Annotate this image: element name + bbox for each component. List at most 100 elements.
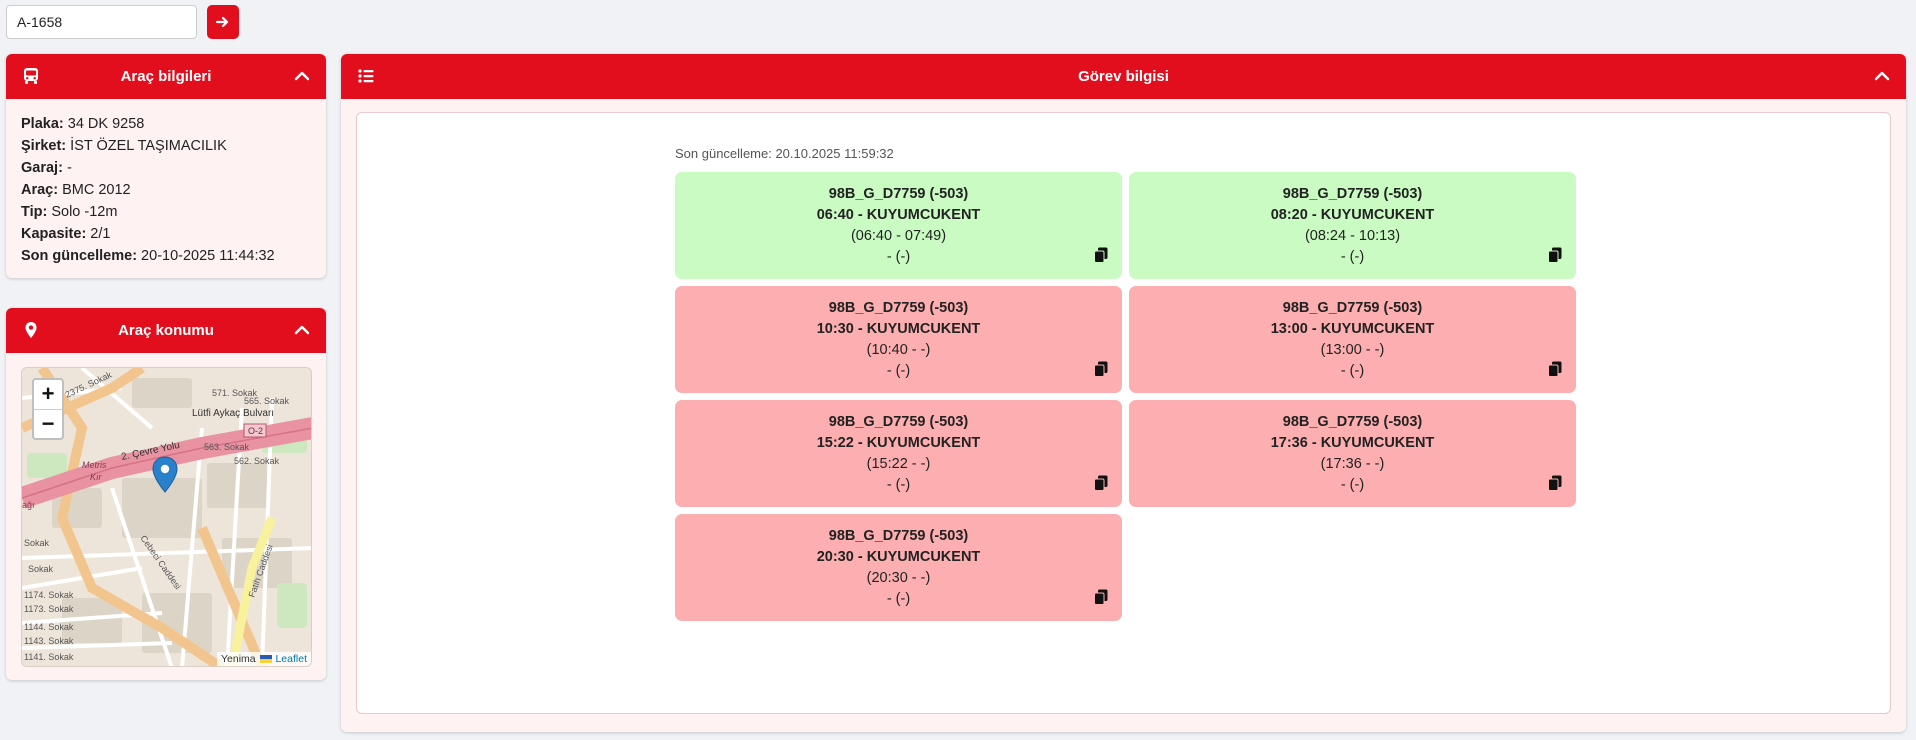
trip-extra: - (-) [886,477,911,493]
go-button[interactable] [207,5,239,39]
trip-card[interactable]: 98B_G_D7759 (-503) 20:30 - KUYUMCUKENT (… [675,514,1122,621]
copy-icon[interactable] [1094,589,1108,605]
map-label: Lütfi Aykaç Bulvarı [192,408,274,419]
arrow-right-icon [216,16,229,28]
info-label: Plaka: [21,116,64,132]
info-value: 2/1 [86,226,111,242]
map-label: 1144. Sokak [24,622,74,632]
vehicle-location-header[interactable]: Araç konumu [6,308,326,353]
trip-time: 15:22 - KUYUMCUKENT [816,435,981,451]
chevron-up-icon[interactable] [294,68,310,84]
map-label: Kır [90,472,103,482]
task-panel: Son güncelleme: 20.10.2025 11:59:32 98B_… [356,112,1891,714]
vehicle-info-header[interactable]: Araç bilgileri [6,54,326,99]
trip-grid: 98B_G_D7759 (-503) 06:40 - KUYUMCUKENT (… [675,172,1581,621]
info-row-garage: Garaj: - [21,157,311,179]
map-label: 565. Sokak [244,396,290,406]
trip-actual: (15:22 - -) [866,456,931,472]
copy-icon[interactable] [1094,361,1108,377]
flag-icon [259,655,272,664]
trip-route: 98B_G_D7759 (-503) [1282,300,1423,316]
attribution-text: Yenima [220,653,256,665]
map-label: 1174. Sokak [24,590,74,600]
info-row-capacity: Kapasite: 2/1 [21,223,311,245]
map-label: 1141. Sokak [24,652,74,662]
copy-icon[interactable] [1548,475,1562,491]
zoom-in-button[interactable]: + [41,381,55,406]
info-label: Son güncelleme: [21,248,138,264]
map-label: Sokak [24,538,50,548]
info-label: Araç: [21,182,59,198]
task-info-header[interactable]: Görev bilgisi [341,54,1906,99]
info-row-vehicle: Araç: BMC 2012 [21,179,311,201]
copy-icon[interactable] [1548,247,1562,263]
trip-extra: - (-) [1340,477,1365,493]
info-row-company: Şirket: İST ÖZEL TAŞIMACILIK [21,135,311,157]
info-value: 34 DK 9258 [63,116,145,132]
info-value: İST ÖZEL TAŞIMACILIK [66,138,227,154]
info-label: Kapasite: [21,226,87,242]
trip-time: 17:36 - KUYUMCUKENT [1270,435,1435,451]
map-label: Sokak [28,564,54,574]
info-label: Tip: [21,204,48,220]
map-label: 562. Sokak [234,456,280,466]
bus-icon [24,68,38,84]
map-pin-icon [25,322,37,338]
trip-card[interactable]: 98B_G_D7759 (-503) 17:36 - KUYUMCUKENT (… [1129,400,1576,507]
info-row-plate: Plaka: 34 DK 9258 [21,113,311,135]
trip-route: 98B_G_D7759 (-503) [828,300,969,316]
copy-icon[interactable] [1094,475,1108,491]
map-label: 563. Sokak [204,442,250,452]
trip-actual: (13:00 - -) [1320,342,1385,358]
trip-card[interactable]: 98B_G_D7759 (-503) 06:40 - KUYUMCUKENT (… [675,172,1122,279]
zoom-out-button[interactable]: − [34,409,62,438]
search-row: A-1658 [6,5,239,39]
info-label: Şirket: [21,138,67,154]
trip-actual: (17:36 - -) [1320,456,1385,472]
trip-extra: - (-) [1340,249,1365,265]
last-update-text: Son güncelleme: 20.10.2025 11:59:32 [675,146,894,161]
map-label: 571. Sokak [212,388,258,398]
vehicle-info-list: Plaka: 34 DK 9258 Şirket: İST ÖZEL TAŞIM… [6,99,326,278]
trip-extra: - (-) [886,363,911,379]
highway-shield: O-2 [243,423,267,438]
leaflet-link[interactable]: Leaflet [275,653,307,665]
info-row-type: Tip: Solo -12m [21,201,311,223]
map-label: 1143. Sokak [24,636,74,646]
trip-time: 10:30 - KUYUMCUKENT [816,321,981,337]
trip-extra: - (-) [1340,363,1365,379]
chevron-up-icon[interactable] [1874,68,1890,84]
vehicle-info-title: Araç bilgileri [120,68,212,85]
trip-extra: - (-) [886,591,911,607]
trip-time: 13:00 - KUYUMCUKENT [1270,321,1435,337]
trip-actual: (06:40 - 07:49) [850,228,947,244]
trip-card[interactable]: 98B_G_D7759 (-503) 13:00 - KUYUMCUKENT (… [1129,286,1576,393]
trip-actual: (20:30 - -) [866,570,931,586]
trip-route: 98B_G_D7759 (-503) [828,528,969,544]
map-label: O-2 [248,426,263,436]
copy-icon[interactable] [1548,361,1562,377]
chevron-up-icon[interactable] [294,322,310,338]
trip-route: 98B_G_D7759 (-503) [828,186,969,202]
trip-card[interactable]: 98B_G_D7759 (-503) 10:30 - KUYUMCUKENT (… [675,286,1122,393]
map-label: ağı [22,500,35,510]
info-row-last-update: Son güncelleme: 20-10-2025 11:44:32 [21,245,311,267]
vehicle-search-input[interactable]: A-1658 [6,5,197,39]
map-view[interactable]: 2375. Sokak 571. Sokak 565. Sokak Lütfi … [21,367,312,667]
map-attribution: Yenima Leaflet [216,652,311,666]
info-value: BMC 2012 [58,182,131,198]
trip-actual: (10:40 - -) [866,342,931,358]
task-info-card: Görev bilgisi Son güncelleme: 20.10.2025… [341,54,1906,732]
map-label: Metris [82,460,107,470]
trip-extra: - (-) [886,249,911,265]
trip-card[interactable]: 98B_G_D7759 (-503) 15:22 - KUYUMCUKENT (… [675,400,1122,507]
map-tiles: 2375. Sokak 571. Sokak 565. Sokak Lütfi … [22,368,311,666]
trip-route: 98B_G_D7759 (-503) [828,414,969,430]
copy-icon[interactable] [1094,247,1108,263]
task-info-title: Görev bilgisi [1078,68,1169,85]
map-label: 1173. Sokak [24,604,74,614]
trip-card[interactable]: 98B_G_D7759 (-503) 08:20 - KUYUMCUKENT (… [1129,172,1576,279]
vehicle-location-title: Araç konumu [118,322,214,339]
info-value: - [62,160,72,176]
info-value: Solo -12m [47,204,118,220]
